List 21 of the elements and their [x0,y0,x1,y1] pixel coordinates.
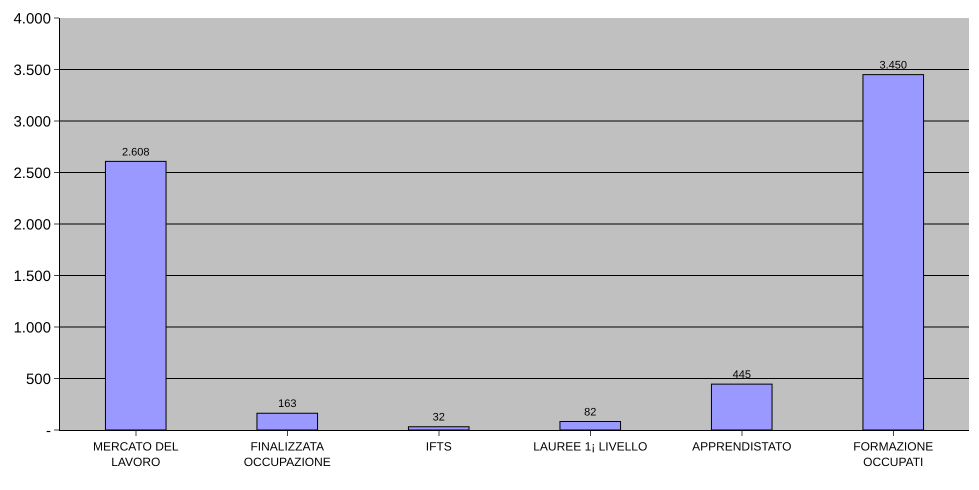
data-label: 82 [584,406,596,419]
data-label: 445 [732,369,751,382]
y-tick-label: 500 [26,370,51,388]
y-tick-label: 3.500 [13,62,51,79]
x-tick-label: FORMAZIONE OCCUPATI [853,439,934,469]
x-tick-label: IFTS [426,439,452,454]
x-tick-label: FINALIZZATA OCCUPAZIONE [244,439,331,469]
data-label: 2.608 [122,146,150,158]
x-tick-label: MERCATO DEL LAVORO [92,439,179,469]
y-tick-label: - [46,422,51,440]
data-label: 32 [432,412,445,424]
data-label: 3.450 [879,60,908,72]
x-tick-label: LAUREE 1¡ LIVELLO [533,439,648,454]
y-tick-label: 4.000 [13,10,51,28]
y-tick-label: 1.000 [13,319,51,336]
y-tick-label: 3.000 [13,113,51,130]
y-tick-label: 2.000 [13,216,51,234]
x-tick-label: APPRENDISTATO [692,439,792,454]
data-label: 163 [278,398,296,410]
y-tick-label: 2.500 [13,164,51,182]
y-tick-label: 1.500 [13,268,51,285]
